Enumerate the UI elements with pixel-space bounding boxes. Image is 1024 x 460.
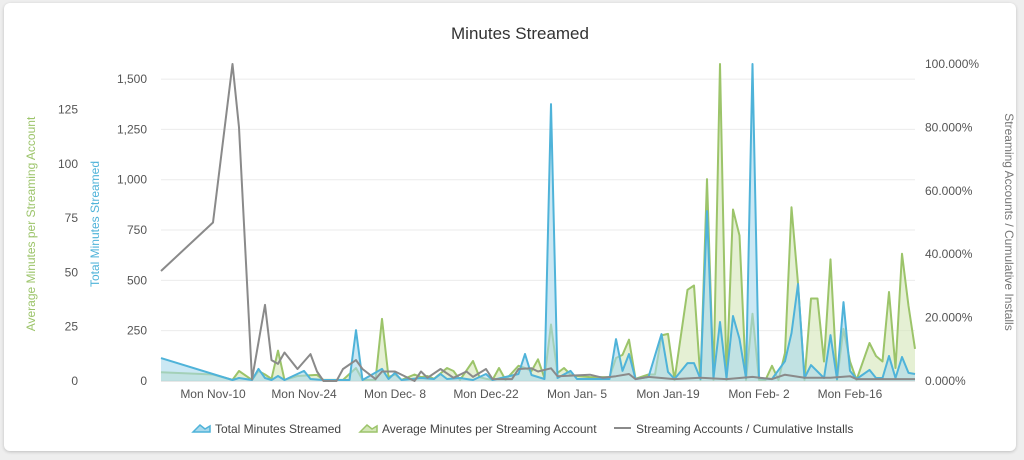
ratio-axis-tick-label: 40.000% — [925, 247, 973, 261]
x-axis-tick-label: Mon Nov-24 — [271, 387, 337, 401]
total-axis-tick-label: 1,000 — [117, 173, 147, 187]
total-axis-tick-label: 250 — [127, 324, 147, 338]
x-axis-tick-label: Mon Dec- 8 — [364, 387, 426, 401]
ratio-axis-tick-label: 80.000% — [925, 120, 973, 134]
chart-title: Minutes Streamed — [451, 24, 589, 43]
ratio-axis-tick-label: 60.000% — [925, 184, 973, 198]
x-axis-tick-label: Mon Nov-10 — [180, 387, 246, 401]
total-axis-label: Total Minutes Streamed — [88, 161, 102, 287]
x-axis-tick-label: Mon Feb-16 — [818, 387, 883, 401]
total-minutes-streamed-line — [161, 64, 915, 380]
total-axis-tick-label: 500 — [127, 273, 147, 287]
average-axis-tick-label: 125 — [58, 103, 78, 117]
ratio-axis-tick-label: 100.000% — [925, 57, 979, 71]
legend-swatch-total-minutes-streamed — [193, 425, 210, 432]
x-axis-tick-label: Mon Dec-22 — [453, 387, 519, 401]
x-axis-tick-label: Mon Feb- 2 — [728, 387, 790, 401]
series-layer — [161, 64, 915, 381]
x-axis-tick-label: Mon Jan- 5 — [547, 387, 607, 401]
average-axis-tick-label: 0 — [71, 374, 78, 388]
total-axis-tick-label: 1,500 — [117, 72, 147, 86]
legend-label-average-minutes-per-streaming-account[interactable]: Average Minutes per Streaming Account — [382, 422, 597, 436]
average-axis-label: Average Minutes per Streaming Account — [24, 116, 38, 331]
legend: Total Minutes Streamed Average Minutes pe… — [193, 422, 853, 436]
average-axis-tick-label: 100 — [58, 157, 78, 171]
average-axis-tick-label: 50 — [65, 265, 79, 279]
ratio-axis-tick-label: 0.000% — [925, 374, 966, 388]
average-axis-tick-label: 75 — [65, 211, 79, 225]
minutes-streamed-chart: Minutes Streamed 02505007501,0001,2501,5… — [4, 3, 1024, 460]
average-axis-tick-label: 25 — [65, 320, 79, 334]
ratio-axis-label: Streaming Accounts / Cumulative Installs — [1002, 113, 1016, 330]
total-axis-tick-label: 750 — [127, 223, 147, 237]
legend-swatch-average-minutes-per-streaming-account — [360, 425, 377, 432]
legend-label-streaming-accounts-cumulative-installs[interactable]: Streaming Accounts / Cumulative Installs — [636, 422, 853, 436]
ratio-axis-tick-label: 20.000% — [925, 311, 973, 325]
x-axis-tick-label: Mon Jan-19 — [636, 387, 700, 401]
total-axis-tick-label: 0 — [140, 374, 147, 388]
legend-label-total-minutes-streamed[interactable]: Total Minutes Streamed — [215, 422, 341, 436]
total-axis-tick-label: 1,250 — [117, 122, 147, 136]
